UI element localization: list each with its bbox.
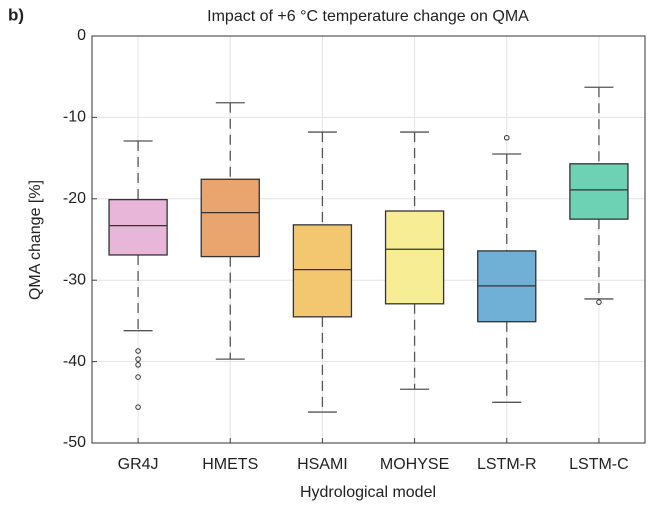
y-tick-label: -10 [63,109,86,126]
chart-title: Impact of +6 °C temperature change on QM… [207,8,529,25]
x-tick-label: MOHYSE [380,456,449,473]
y-tick-label: 0 [77,27,86,44]
x-tick-label: LSTM-R [477,456,537,473]
x-tick-label: HMETS [202,456,258,473]
outlier [596,299,602,305]
y-axis-label: QMA change [%] [27,180,44,300]
box [292,224,353,318]
y-tick-label: -20 [63,190,86,207]
x-tick-label: HSAMI [297,456,348,473]
outlier [135,404,141,410]
outlier [135,374,141,380]
outlier [135,348,141,354]
outlier [503,134,510,141]
outlier [135,362,141,368]
box [108,198,168,256]
y-tick-label: -30 [63,271,86,288]
box [384,210,445,305]
plot-frame [91,35,646,444]
panel-label: b) [8,5,24,24]
x-tick-label: GR4J [118,456,159,473]
y-tick-label: -50 [63,434,86,451]
outlier [135,356,141,362]
x-axis-label: Hydrological model [300,484,436,501]
y-tick-label: -40 [63,353,86,370]
box [200,178,260,258]
box [569,163,629,220]
x-tick-label: LSTM-C [569,456,629,473]
